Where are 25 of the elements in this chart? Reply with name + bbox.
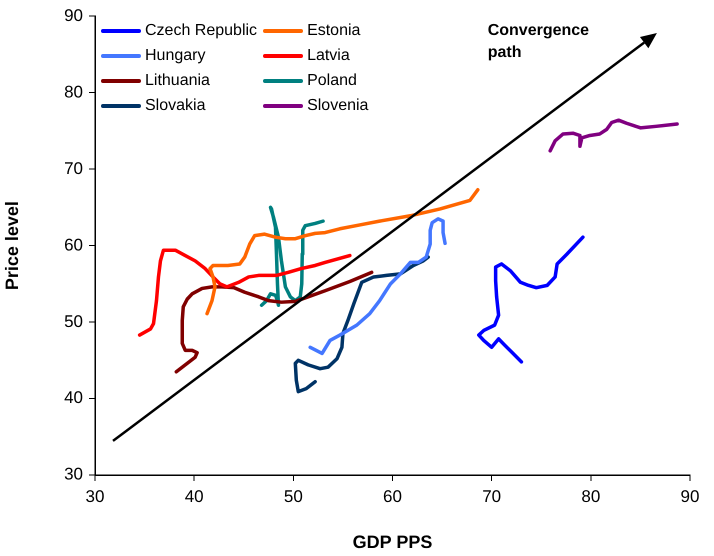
- legend-label: Hungary: [145, 47, 206, 66]
- x-tick-label: 50: [284, 486, 303, 506]
- y-tick-label: 30: [64, 464, 83, 484]
- annotation: Convergence path: [488, 21, 590, 64]
- y-axis-title: Price level: [2, 201, 22, 290]
- y-tick-label: 40: [64, 388, 83, 408]
- y-tick-label: 60: [64, 235, 83, 254]
- y-tick-label: 50: [64, 312, 83, 331]
- x-tick-label: 80: [581, 486, 600, 506]
- x-tick-label: 70: [482, 486, 502, 506]
- legend-label: Lithuania: [145, 72, 210, 90]
- legend-label: Latvia: [307, 47, 350, 66]
- legend-label: Poland: [307, 72, 357, 90]
- y-tick-label: 90: [64, 6, 83, 25]
- legend-label: Czech Republic: [145, 22, 258, 40]
- x-tick-label: 30: [86, 486, 104, 506]
- x-axis-title: GDP PPS: [352, 532, 432, 552]
- legend-label: Slovakia: [145, 97, 206, 116]
- y-tick-label: 80: [64, 82, 83, 102]
- x-tick-label: 40: [184, 486, 204, 506]
- x-tick-label: 90: [680, 486, 700, 506]
- legend-label: Slovenia: [307, 97, 368, 116]
- legend-label: Estonia: [307, 22, 360, 40]
- y-tick-label: 70: [64, 158, 83, 178]
- x-tick-label: 60: [383, 486, 402, 506]
